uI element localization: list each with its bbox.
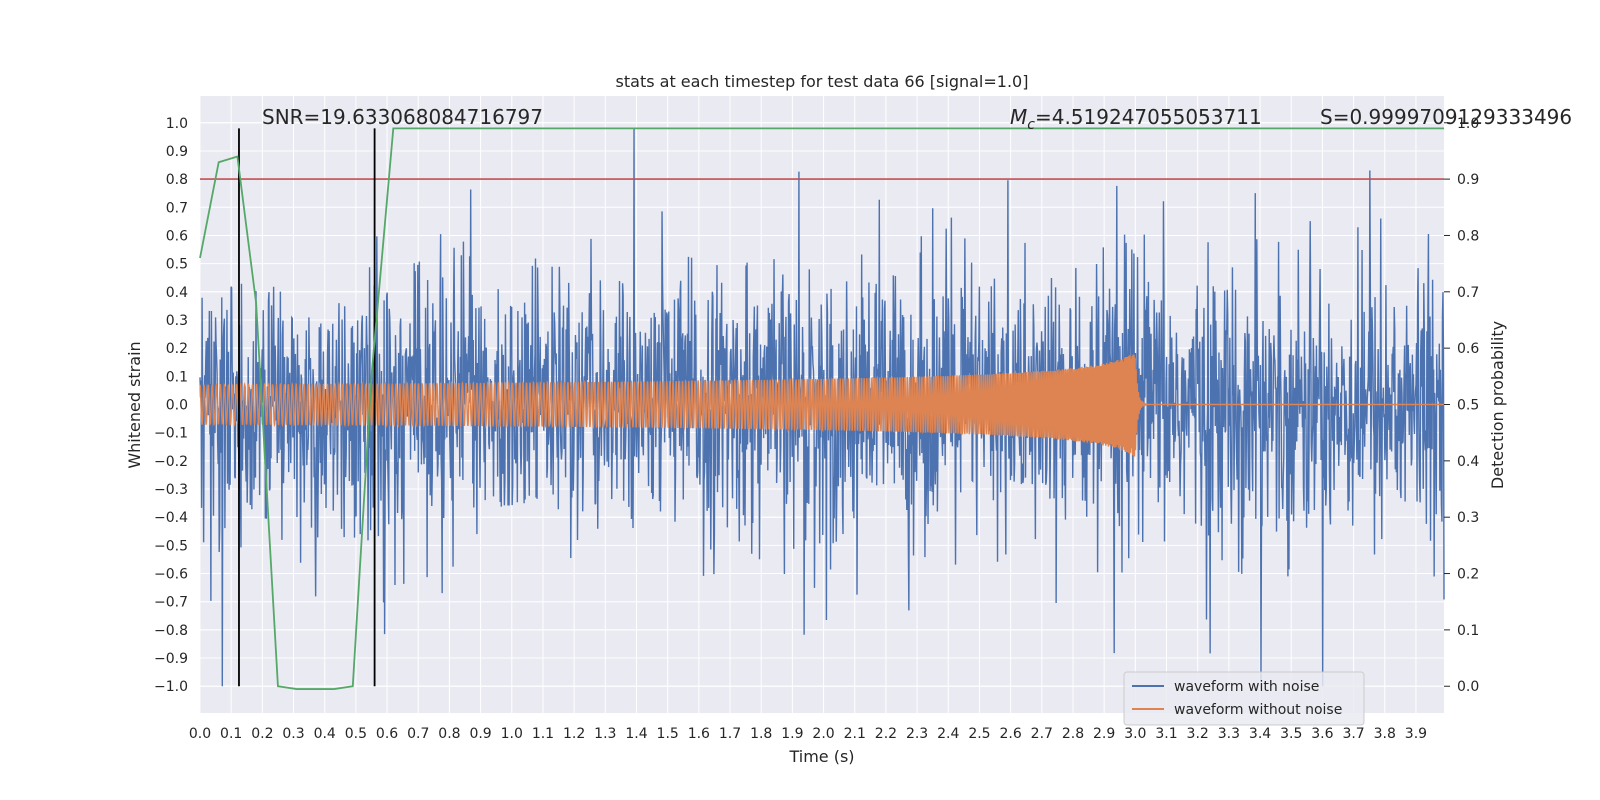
x-tick-label: 2.9 [1093, 726, 1115, 742]
x-tick-label: 0.2 [251, 726, 273, 742]
x-tick-label: 1.7 [719, 726, 741, 742]
x-tick-label: 1.4 [625, 726, 647, 742]
x-tick-label: 3.3 [1218, 726, 1240, 742]
y-tick-label: 0.7 [166, 200, 188, 216]
x-tick-label: 3.2 [1187, 726, 1209, 742]
x-tick-label: 0.3 [282, 726, 304, 742]
x-tick-label: 2.2 [875, 726, 897, 742]
y-tick-label: 1.0 [166, 116, 188, 132]
x-tick-label: 2.8 [1062, 726, 1084, 742]
s-annotation: S=0.9999709129333496 [1320, 105, 1572, 129]
y2-tick-label: 0.4 [1457, 454, 1479, 470]
x-tick-labels: 0.0 0.1 0.2 0.3 0.4 0.5 0.6 0.7 0.8 0.9 1.0 1.1 1.2 1… [189, 726, 1427, 742]
x-tick-label: 0.8 [438, 726, 460, 742]
chart-title: stats at each timestep for test data 66 … [616, 72, 1029, 91]
y2-tick-label: 0.7 [1457, 285, 1479, 301]
y-tick-label: 0.4 [166, 285, 188, 301]
x-tick-label: 0.6 [376, 726, 398, 742]
x-tick-label: 2.6 [999, 726, 1021, 742]
x-tick-label: 3.6 [1311, 726, 1333, 742]
y-tick-labels: 1.0 0.9 0.8 0.7 0.6 0.5 0.4 0.3 0.2 0.1 0.0 −0.1 −0.… [154, 116, 188, 695]
y-tick-label: −0.5 [154, 538, 188, 554]
x-tick-label: 3.4 [1249, 726, 1271, 742]
y-tick-label: 0.6 [166, 228, 188, 244]
y-tick-label: 0.3 [166, 313, 188, 329]
y-tick-label: −0.1 [154, 426, 188, 442]
y-tick-label: 0.8 [166, 172, 188, 188]
x-tick-label: 1.3 [594, 726, 616, 742]
y-tick-label: 0.1 [166, 369, 188, 385]
x-tick-label: 2.4 [937, 726, 959, 742]
y2-tick-label: 0.2 [1457, 567, 1479, 583]
x-tick-label: 3.0 [1124, 726, 1146, 742]
series-layer [199, 127, 1445, 690]
x-tick-label: 0.0 [189, 726, 211, 742]
x-tick-label: 2.1 [844, 726, 866, 742]
x-tick-label: 0.7 [407, 726, 429, 742]
y2-tick-label: 0.1 [1457, 623, 1479, 639]
x-tick-label: 3.5 [1280, 726, 1302, 742]
y-tick-label: 0.5 [166, 257, 188, 273]
legend-label-clean: waveform without noise [1174, 702, 1342, 718]
x-tick-label: 1.8 [750, 726, 772, 742]
y-tick-label: −0.2 [154, 454, 188, 470]
chirp-mass-annotation: Mc=4.519247055053711 [1010, 105, 1262, 133]
x-tick-label: 0.9 [469, 726, 491, 742]
x-tick-label: 2.5 [968, 726, 990, 742]
y2-tick-label: 0.0 [1457, 679, 1479, 695]
x-tick-label: 1.6 [688, 726, 710, 742]
x-tick-label: 1.5 [657, 726, 679, 742]
y2-tick-label: 0.3 [1457, 510, 1479, 526]
y-tick-label: −0.3 [154, 482, 188, 498]
x-tick-label: 1.1 [532, 726, 554, 742]
y2-tick-label: 0.5 [1457, 398, 1479, 414]
y-axis-label: Whitened strain [125, 341, 144, 468]
legend-box [1123, 671, 1365, 726]
y-tick-label: 0.2 [166, 341, 188, 357]
x-tick-label: 0.4 [314, 726, 336, 742]
x-tick-label: 3.1 [1155, 726, 1177, 742]
x-tick-label: 2.0 [812, 726, 834, 742]
x-tick-label: 1.0 [501, 726, 523, 742]
x-tick-label: 3.9 [1405, 726, 1427, 742]
y2-axis-label: Detection probability [1488, 321, 1507, 489]
x-tick-label: 3.8 [1374, 726, 1396, 742]
x-tick-label: 1.2 [563, 726, 585, 742]
snr-annotation: SNR=19.633068084716797 [262, 105, 543, 129]
x-tick-label: 0.5 [345, 726, 367, 742]
series-waveform-with-noise [199, 128, 1445, 687]
y-tick-label: −0.9 [154, 651, 188, 667]
y-tick-label: 0.0 [166, 398, 188, 414]
chirp-mass-value: =4.519247055053711 [1035, 105, 1262, 129]
y2-tick-label: 0.9 [1457, 172, 1479, 188]
y-tick-label: 0.9 [166, 144, 188, 160]
y2-tick-label: 1.0 [1457, 116, 1479, 132]
x-tick-label: 3.7 [1342, 726, 1364, 742]
x-tick-label: 2.3 [906, 726, 928, 742]
y-tick-label: −0.8 [154, 623, 188, 639]
chirp-mass-subscript: c [1027, 117, 1035, 133]
chirp-mass-symbol: M [1010, 105, 1027, 129]
series-detection-probability [199, 127, 1444, 690]
y-tick-label: −0.6 [154, 567, 188, 583]
series-waveform-without-noise [199, 354, 1444, 457]
y2-tick-label: 0.8 [1457, 228, 1479, 244]
y-tick-label: −1.0 [154, 679, 188, 695]
x-tick-label: 2.7 [1031, 726, 1053, 742]
x-tick-label: 0.1 [220, 726, 242, 742]
y-tick-label: −0.4 [154, 510, 188, 526]
legend: waveform with noise waveform without noi… [1123, 671, 1365, 726]
y2-tick-label: 0.6 [1457, 341, 1479, 357]
x-tick-label: 1.9 [781, 726, 803, 742]
y2-tick-labels: 1.0 0.9 0.8 0.7 0.6 0.5 0.4 0.3 0.2 0.1 0.0 [1444, 116, 1479, 695]
x-axis-label: Time (s) [788, 747, 854, 766]
y-tick-label: −0.7 [154, 595, 188, 611]
legend-label-noise: waveform with noise [1174, 679, 1319, 695]
